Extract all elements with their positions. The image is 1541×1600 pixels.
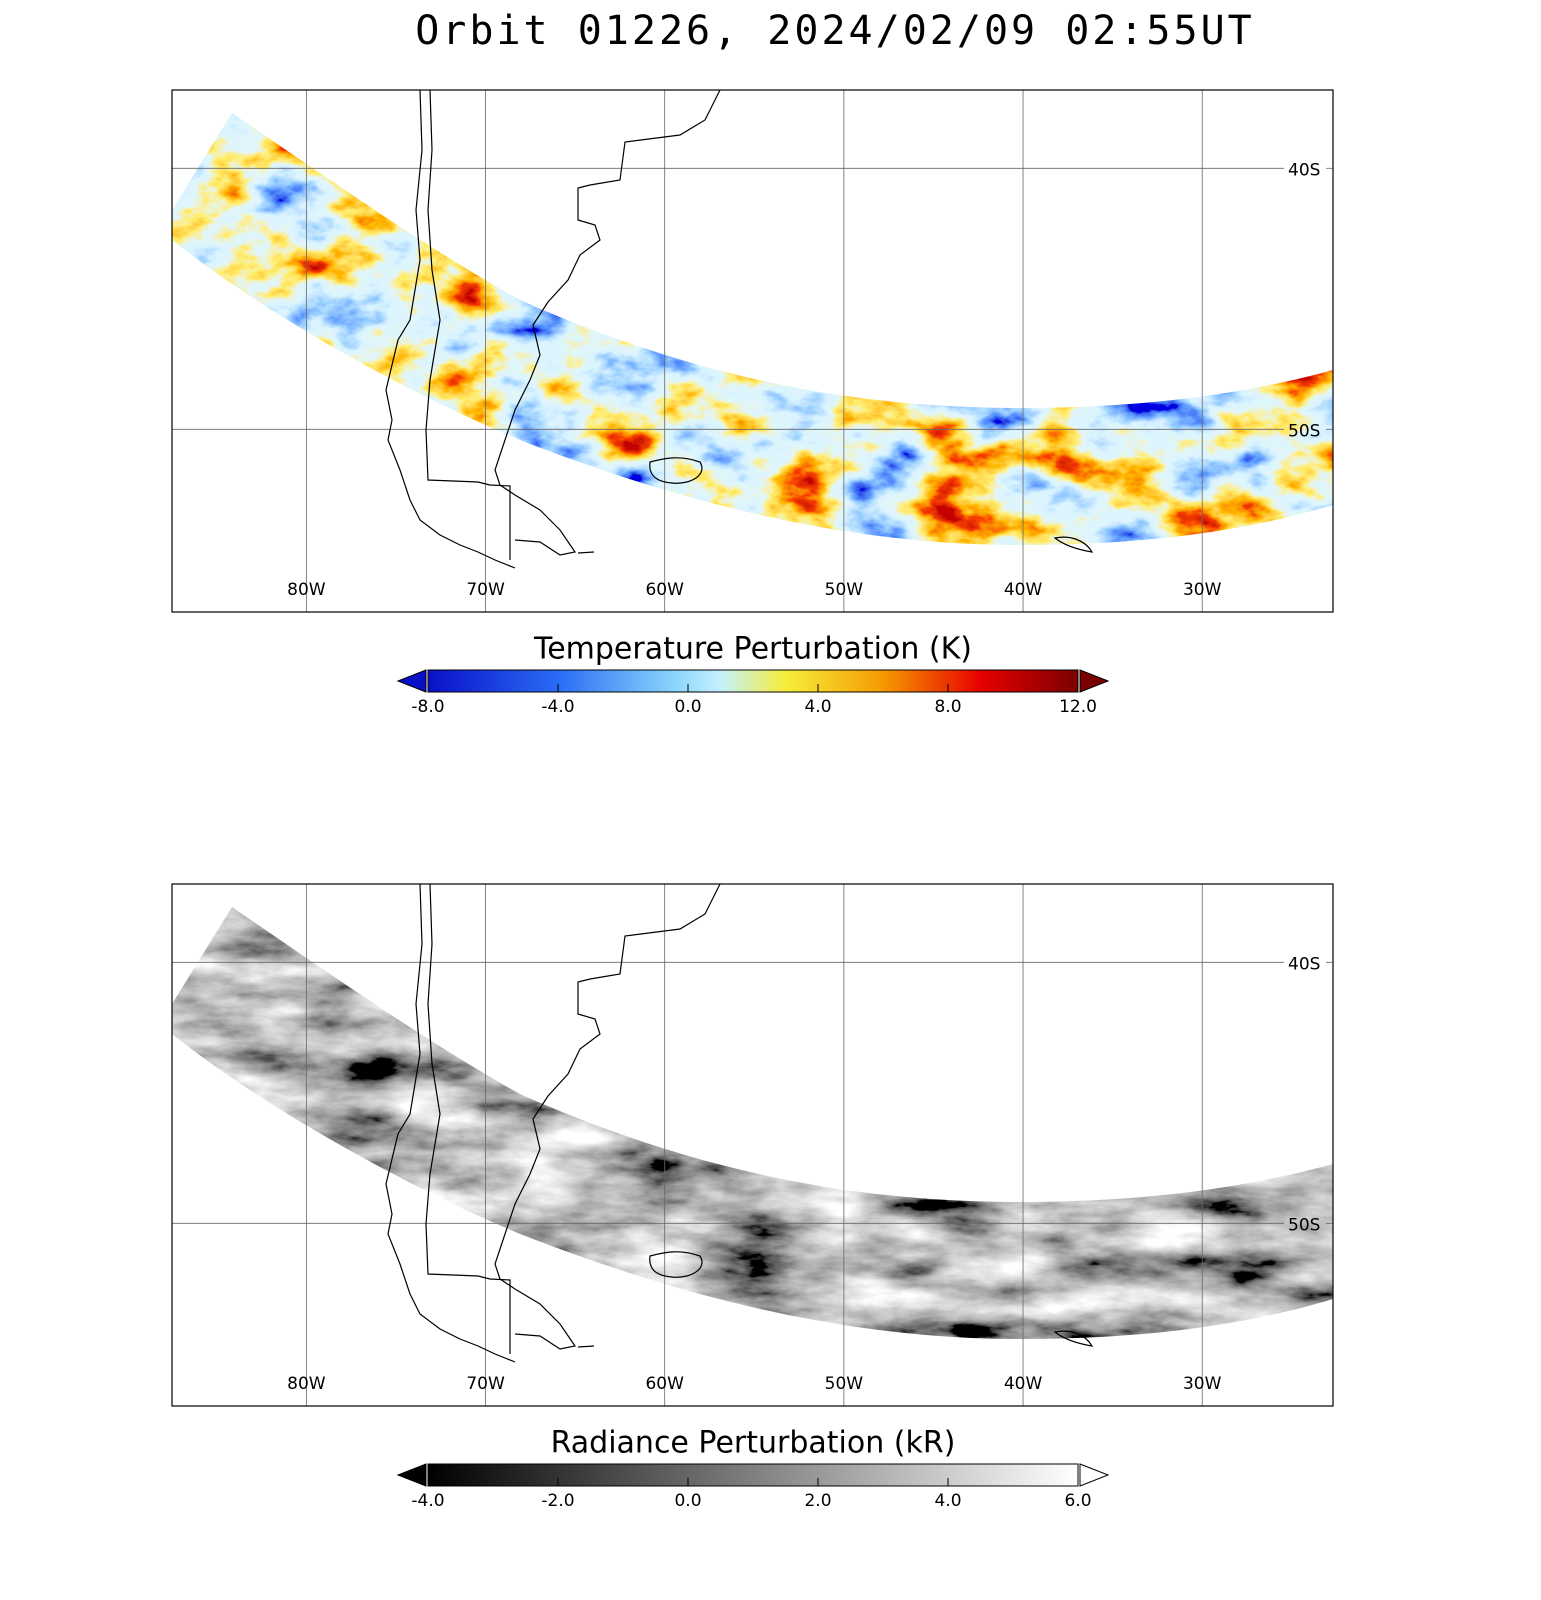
lon-label: 30W — [1183, 580, 1222, 600]
colorbar — [427, 1463, 1079, 1487]
lon-label: 40W — [1004, 1374, 1043, 1394]
lon-label: 60W — [645, 580, 684, 600]
lon-label: 80W — [287, 580, 326, 600]
colorbar-title: Temperature Perturbation (K) — [533, 632, 972, 667]
map-panel: 80W 70W 60W 50W 40W 30W 40S 50S — [171, 89, 1334, 613]
colorbar-tick-label: -8.0 — [411, 697, 444, 717]
colorbar-tick-label: 6.0 — [1064, 1491, 1091, 1511]
colorbar — [427, 669, 1079, 693]
colorbar-extend — [1079, 669, 1110, 693]
colorbar-extend — [396, 1463, 427, 1487]
lon-label: 70W — [466, 1374, 505, 1394]
colorbar-tick-label: 4.0 — [804, 697, 831, 717]
colorbar-tick-label: -2.0 — [541, 1491, 574, 1511]
map-frame — [171, 883, 1334, 1407]
map-panel: 80W 70W 60W 50W 40W 30W 40S 50S — [171, 883, 1334, 1407]
colorbar-tick-label: -4.0 — [541, 697, 574, 717]
title: Orbit 01226, 2024/02/09 02:55UT — [415, 8, 1255, 54]
map-frame — [171, 89, 1334, 613]
lat-label: 50S — [1288, 1215, 1320, 1235]
lon-label: 60W — [645, 1374, 684, 1394]
lon-label: 70W — [466, 580, 505, 600]
colorbar-tick-label: 0.0 — [674, 1491, 701, 1511]
lon-label: 50W — [825, 580, 864, 600]
colorbar-tick-label: 2.0 — [804, 1491, 831, 1511]
lat-label: 40S — [1288, 954, 1320, 974]
colorbar-title: Radiance Perturbation (kR) — [551, 1426, 956, 1461]
colorbar-tick-label: 12.0 — [1059, 697, 1097, 717]
colorbar-tick-label: 0.0 — [674, 697, 701, 717]
colorbar-extend — [1079, 1463, 1110, 1487]
colorbar-extend — [396, 669, 427, 693]
lat-label: 50S — [1288, 421, 1320, 441]
lon-label: 40W — [1004, 580, 1043, 600]
colorbar-tick-label: 8.0 — [934, 697, 961, 717]
lon-label: 80W — [287, 1374, 326, 1394]
lon-label: 30W — [1183, 1374, 1222, 1394]
lon-label: 50W — [825, 1374, 864, 1394]
colorbar-tick-label: 4.0 — [934, 1491, 961, 1511]
lat-label: 40S — [1288, 160, 1320, 180]
colorbar-tick-label: -4.0 — [411, 1491, 444, 1511]
